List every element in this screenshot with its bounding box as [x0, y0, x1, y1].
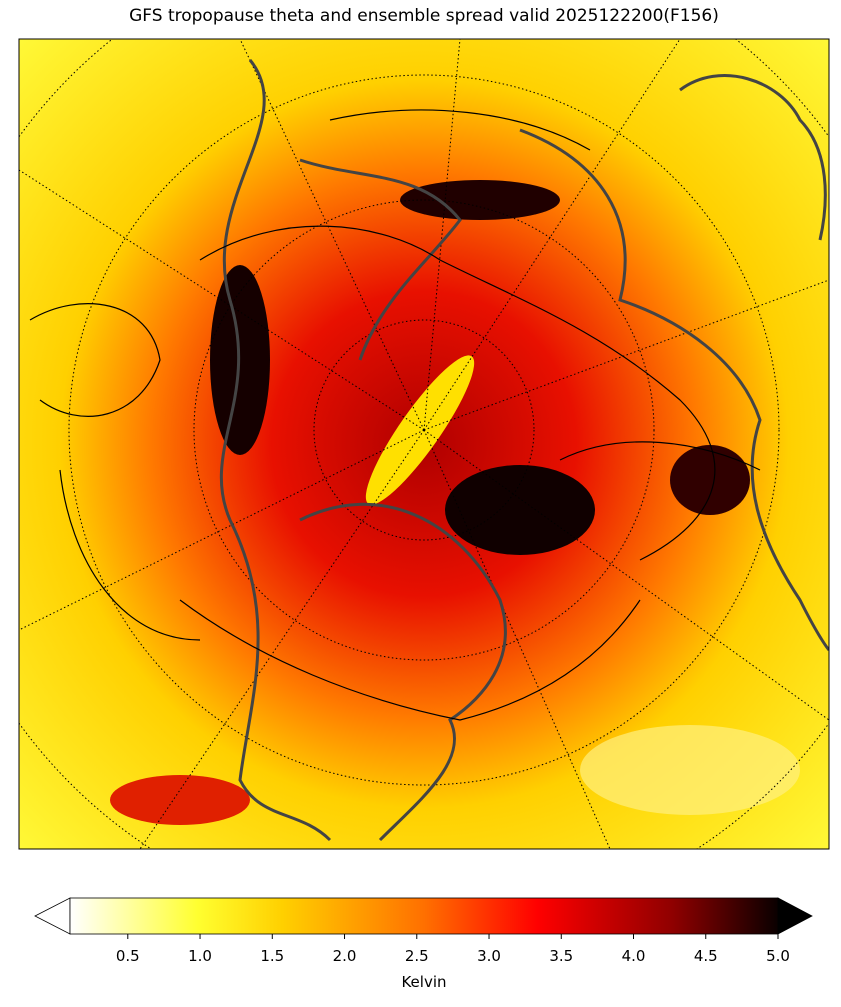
colorbar-tick-label: 5.0 — [766, 947, 790, 965]
colorbar-tick-label: 2.0 — [333, 947, 357, 965]
colorbar-tick-label: 0.5 — [116, 947, 140, 965]
colorbar — [34, 897, 813, 935]
colorbar-tick-label: 4.0 — [622, 947, 646, 965]
colorbar-tick-label: 3.0 — [477, 947, 501, 965]
map — [19, 39, 829, 849]
colorbar-tick-label: 1.5 — [260, 947, 284, 965]
colorbar-label: Kelvin — [401, 973, 446, 991]
colorbar-tick-label: 1.0 — [188, 947, 212, 965]
title: GFS tropopause theta and ensemble spread… — [129, 6, 719, 26]
colorbar-tick-label: 4.5 — [694, 947, 718, 965]
colorbar-tick-label: 2.5 — [405, 947, 429, 965]
colorbar-tick-label: 3.5 — [549, 947, 573, 965]
map-frame — [18, 38, 830, 850]
